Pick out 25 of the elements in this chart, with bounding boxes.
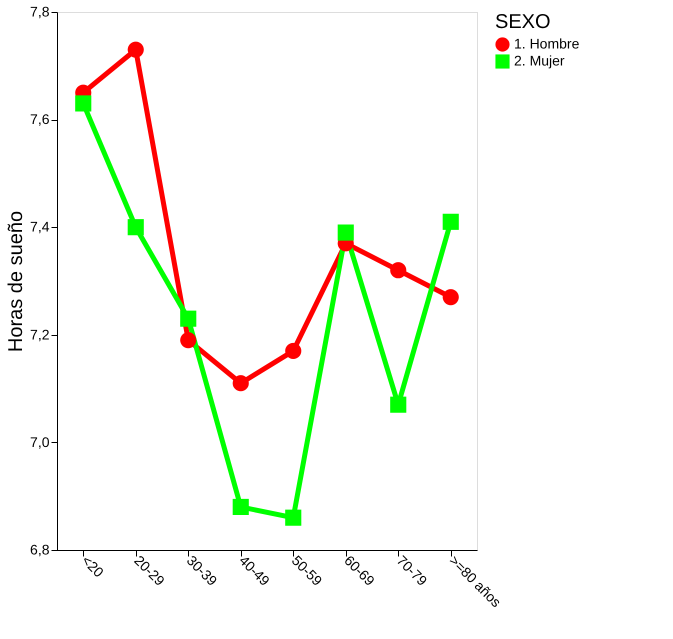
point [75,95,92,112]
point [338,224,354,241]
x-tick-label: <20 [78,552,108,580]
legend-label: 1. Hombre [514,36,580,52]
y-tick-label: 6,8 [30,542,50,558]
y-axis-title: Horas de sueño [5,210,28,352]
y-tick-label: 7,6 [30,111,50,128]
point [232,375,249,392]
point [390,396,406,413]
y-tick-label: 7,2 [30,326,50,342]
y-tick-label: 7,8 [30,4,50,20]
legend-title: SEXO [495,11,551,33]
y-tick-label: 7,0 [30,434,50,450]
point [285,510,302,526]
point [232,498,249,516]
y-tick-label: 7,4 [30,218,50,235]
point [285,342,302,359]
point [128,42,144,58]
point [128,219,144,236]
point [180,310,196,327]
point [442,214,459,230]
point [180,332,196,348]
legend-label: 2. Mujer [514,52,565,68]
point [442,289,459,306]
point [390,262,406,278]
